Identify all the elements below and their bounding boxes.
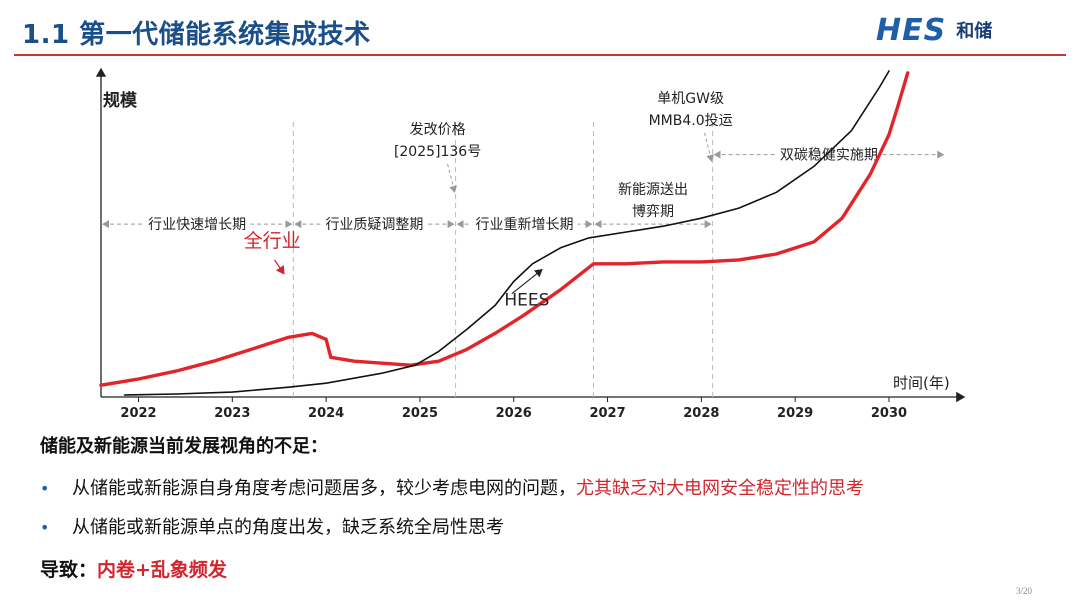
phase-label: 博弈期 (632, 203, 674, 220)
series-line-industry (99, 71, 910, 387)
x-tick-label: 2028 (683, 406, 719, 420)
event-label: MMB4.0投运 (649, 113, 733, 129)
x-tick-label: 2024 (308, 406, 344, 420)
title-divider (14, 54, 1066, 56)
x-tick-label: 2027 (589, 406, 625, 420)
x-tick-label: 2026 (496, 406, 532, 420)
series-label-industry: 全行业 (244, 230, 301, 252)
conclusion-value: 内卷+乱象频发 (97, 559, 227, 581)
x-tick-label: 2029 (777, 406, 813, 420)
phase-label: 行业重新增长期 (476, 217, 574, 233)
conclusion-label: 导致： (40, 559, 98, 581)
event-label: 发改价格 (410, 122, 466, 138)
event-arrow (704, 132, 715, 162)
x-axis-label: 时间(年) (893, 374, 950, 392)
phase-label: 新能源送出 (618, 182, 688, 198)
phase-label: 行业质疑调整期 (325, 217, 423, 233)
bullet-item-2: • 从储能或新能源单点的角度出发，缺乏系统全局性思考 (40, 513, 504, 539)
x-tick-label: 2025 (402, 406, 438, 420)
page-title: 1.1 第一代储能系统集成技术 (22, 20, 371, 50)
series-label-pointer (511, 269, 543, 295)
logo-text: 和储 (956, 21, 993, 42)
bullet-1-text: 从储能或新能源自身角度考虑问题居多，较少考虑电网的问题， (72, 478, 576, 499)
bullet-dot-icon: • (40, 479, 50, 498)
phase-label-bg (143, 214, 251, 235)
series-label-pointer (274, 259, 285, 275)
series-line-hees (123, 70, 890, 396)
phase-label-bg (321, 214, 428, 235)
conclusion: 导致：内卷+乱象频发 (40, 555, 227, 582)
event-arrow (447, 163, 458, 193)
series-label-hees: HEES (504, 290, 549, 310)
bullet-item-1: • 从储能或新能源自身角度考虑问题居多，较少考虑电网的问题，尤其缺乏对大电网安全… (40, 474, 864, 500)
event-label: [2025]136号 (394, 144, 481, 160)
bullet-2-text: 从储能或新能源单点的角度出发，缺乏系统全局性思考 (72, 517, 504, 538)
x-tick-label: 2023 (214, 406, 250, 420)
phase-label: 双碳稳健实施期 (780, 148, 878, 164)
company-logo: HES 和储 (876, 12, 992, 48)
phase-label-bg (471, 214, 578, 235)
x-tick-label: 2030 (871, 406, 907, 420)
section-title: 储能及新能源当前发展视角的不足： (40, 436, 328, 457)
y-axis-label: 规模 (103, 90, 138, 111)
event-label: 单机GW级 (657, 91, 724, 107)
logo-mark: HES (876, 12, 947, 48)
bullet-1-highlight: 尤其缺乏对大电网安全稳定性的思考 (576, 478, 864, 499)
bullet-dot-icon: • (40, 518, 50, 537)
phase-label-bg (775, 144, 883, 165)
x-tick-label: 2022 (120, 406, 156, 420)
page-number: 3/20 (1016, 586, 1033, 596)
phase-label: 行业快速增长期 (148, 217, 246, 233)
